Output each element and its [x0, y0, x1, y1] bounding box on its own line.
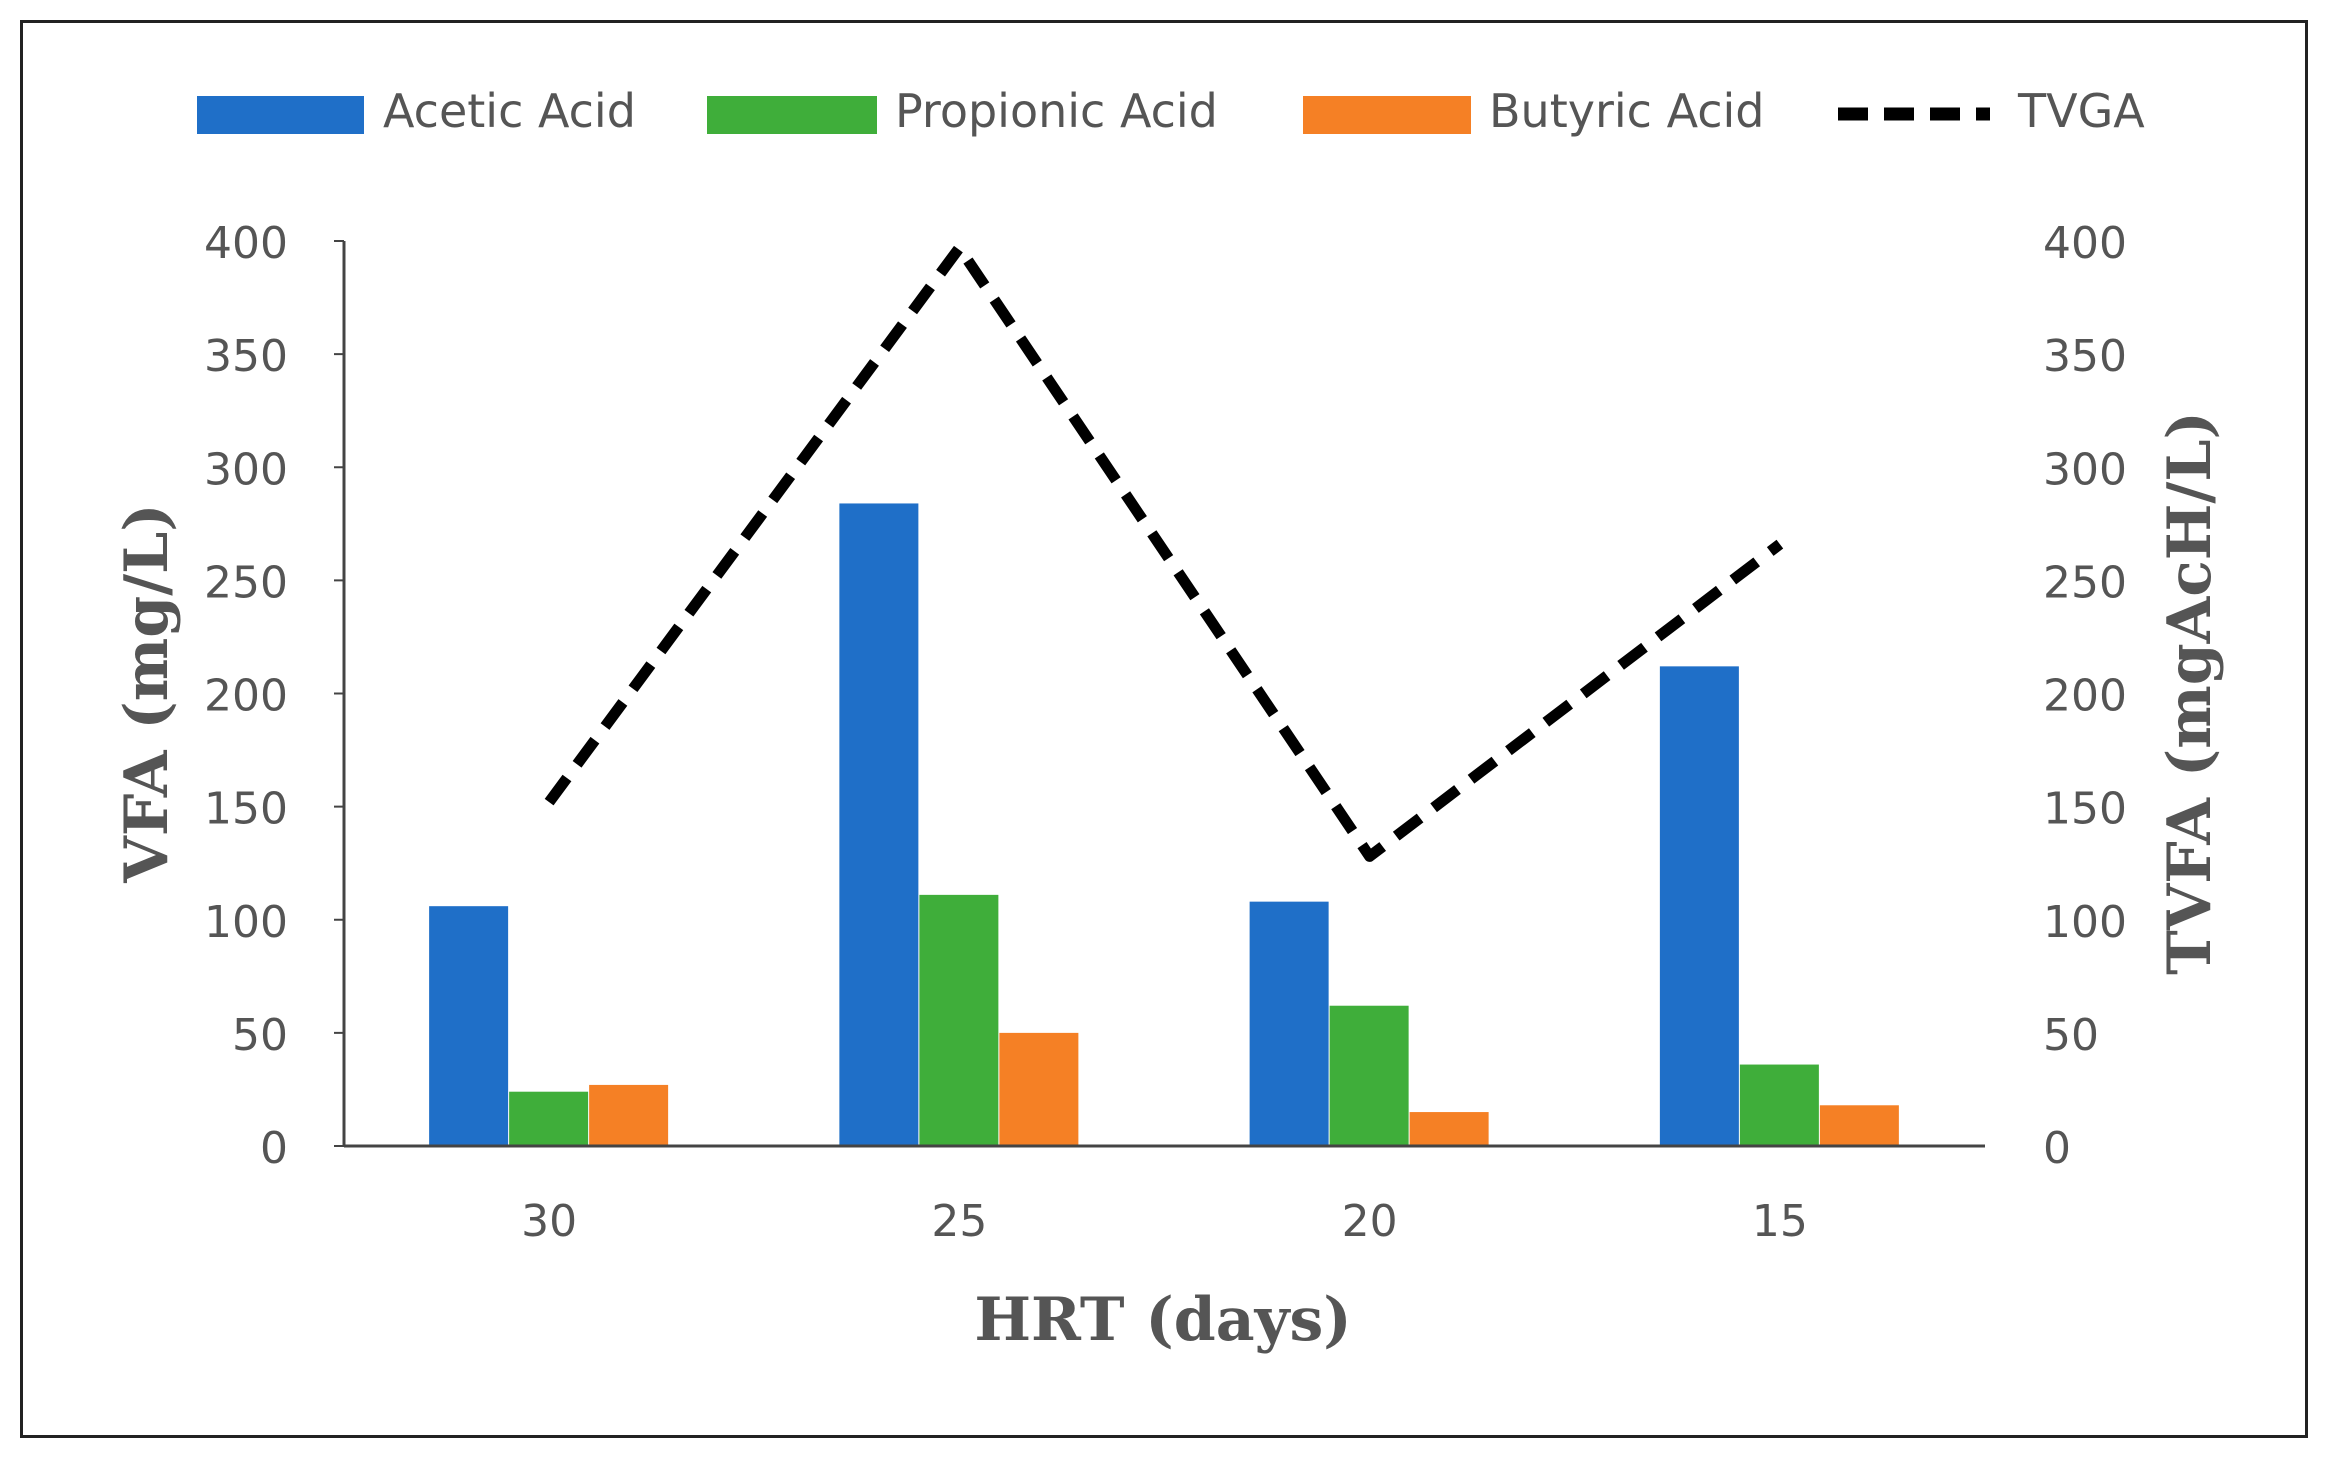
y-axis-left-title: VFA (mg/L) — [112, 503, 182, 883]
legend-swatch-propionic — [707, 96, 877, 134]
bar-propionic-20 — [1329, 1005, 1409, 1146]
y-left-tick-label: 200 — [204, 671, 288, 722]
y-axis-left-ticks: 0 50 100 150 200 250 300 350 400 — [204, 218, 344, 1174]
bar-acetic-20 — [1249, 901, 1329, 1146]
x-tick-label-20: 20 — [1342, 1196, 1398, 1247]
y-right-tick-label: 250 — [2043, 557, 2127, 608]
bar-butyric-30 — [589, 1084, 669, 1146]
y-left-tick-label: 0 — [260, 1123, 288, 1174]
legend-swatch-butyric — [1303, 96, 1471, 134]
y-right-tick-label: 100 — [2043, 897, 2127, 948]
legend-label-tvga: TVGA — [2017, 84, 2145, 138]
bar-butyric-15 — [1819, 1105, 1899, 1146]
bars — [429, 503, 1899, 1146]
x-tick-label-30: 30 — [521, 1196, 577, 1247]
y-left-tick-label: 350 — [204, 331, 288, 382]
x-tick-label-15: 15 — [1752, 1196, 1808, 1247]
y-right-tick-label: 0 — [2043, 1123, 2071, 1174]
y-right-tick-label: 300 — [2043, 444, 2127, 495]
y-right-tick-label: 150 — [2043, 784, 2127, 835]
bar-propionic-30 — [509, 1091, 589, 1146]
bar-acetic-30 — [429, 906, 509, 1146]
bar-butyric-25 — [999, 1032, 1079, 1146]
y-left-tick-label: 100 — [204, 897, 288, 948]
y-right-tick-label: 50 — [2043, 1010, 2099, 1061]
legend-label-acetic: Acetic Acid — [383, 84, 636, 138]
bar-acetic-15 — [1659, 666, 1739, 1146]
y-left-tick-label: 400 — [204, 218, 288, 269]
y-axis-right-ticks: 0 50 100 150 200 250 300 350 400 — [2043, 218, 2127, 1174]
y-left-tick-label: 300 — [204, 444, 288, 495]
y-left-tick-label: 250 — [204, 557, 288, 608]
y-left-tick-label: 150 — [204, 784, 288, 835]
y-right-tick-label: 400 — [2043, 218, 2127, 269]
legend-swatch-acetic — [197, 96, 364, 134]
legend: Acetic Acid Propionic Acid Butyric Acid … — [197, 84, 2145, 138]
y-left-tick-label: 50 — [232, 1010, 288, 1061]
tvga-dashed-line — [544, 242, 1784, 862]
bar-butyric-20 — [1409, 1112, 1489, 1146]
legend-label-butyric: Butyric Acid — [1489, 84, 1765, 138]
legend-label-propionic: Propionic Acid — [895, 84, 1218, 138]
y-right-tick-label: 200 — [2043, 671, 2127, 722]
x-axis-ticks: 30 25 20 15 — [521, 1196, 1808, 1247]
bar-propionic-25 — [919, 894, 999, 1146]
y-axis-right-title: TVFA (mgAcH/L) — [2155, 411, 2225, 975]
tvga-line — [544, 242, 1784, 862]
x-tick-label-25: 25 — [931, 1196, 987, 1247]
y-right-tick-label: 350 — [2043, 331, 2127, 382]
bar-acetic-25 — [839, 503, 919, 1146]
x-axis-title: HRT (days) — [974, 1285, 1351, 1355]
bar-propionic-15 — [1739, 1064, 1819, 1146]
chart-frame — [20, 20, 2308, 1438]
